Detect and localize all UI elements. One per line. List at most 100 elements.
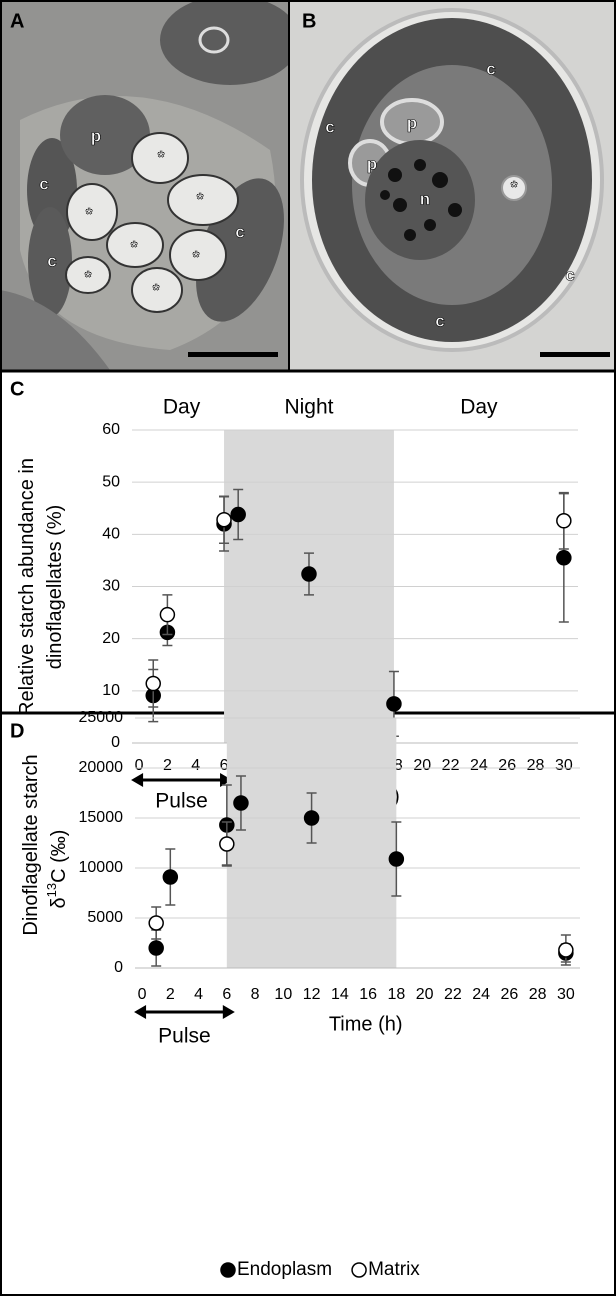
x-tick-label: 30 bbox=[557, 986, 575, 1003]
x-tick-label: 6 bbox=[222, 986, 231, 1003]
micrograph-label: c bbox=[39, 174, 48, 193]
y-label-line: Relative starch abundance in bbox=[16, 458, 38, 716]
data-point bbox=[148, 915, 164, 931]
period-label: Night bbox=[284, 396, 333, 419]
y-label-line: dinoflagellates (%) bbox=[44, 505, 66, 670]
micrograph-label: c bbox=[325, 117, 334, 136]
x-tick-label: 24 bbox=[472, 986, 490, 1003]
x-tick-label: 4 bbox=[191, 757, 200, 774]
data-point bbox=[216, 511, 232, 528]
x-tick-label: 22 bbox=[442, 757, 460, 774]
data-point bbox=[556, 550, 572, 566]
data-point bbox=[145, 675, 161, 692]
y-axis-label: Dinoflagellate starch δ13C (‰) bbox=[20, 754, 70, 935]
micrograph-label: c bbox=[486, 59, 495, 78]
y-tick-label: 10 bbox=[102, 682, 120, 699]
data-point bbox=[303, 810, 320, 826]
y-label-part: δ bbox=[48, 897, 70, 908]
data-point bbox=[219, 836, 235, 852]
micrograph-b bbox=[290, 0, 616, 370]
x-tick-label: 24 bbox=[470, 757, 488, 774]
x-tick-label: 4 bbox=[194, 986, 203, 1003]
pulse-label: Pulse bbox=[155, 790, 208, 813]
y-label-part: C (‰) bbox=[48, 830, 70, 883]
panel-letter: C bbox=[10, 378, 24, 400]
x-tick-label: 12 bbox=[303, 986, 321, 1003]
x-tick-label: 26 bbox=[500, 986, 518, 1003]
legend-label: Endoplasm bbox=[237, 1259, 332, 1280]
x-tick-label: 28 bbox=[529, 986, 547, 1003]
period-label: Day bbox=[163, 396, 201, 419]
micrograph-label: c bbox=[565, 265, 574, 284]
data-point bbox=[162, 869, 179, 885]
micrograph-a bbox=[0, 0, 300, 370]
micrograph-label: p bbox=[91, 126, 101, 145]
y-tick-label: 60 bbox=[102, 421, 120, 438]
micrograph-label: * bbox=[158, 147, 165, 166]
x-tick-label: 0 bbox=[135, 757, 144, 774]
micrograph-label: * bbox=[193, 247, 200, 266]
legend-label: Matrix bbox=[368, 1259, 420, 1280]
micrograph-label: * bbox=[85, 267, 92, 286]
y-tick-label: 30 bbox=[102, 578, 120, 595]
x-tick-label: 30 bbox=[555, 757, 573, 774]
x-axis-label: Time (h) bbox=[329, 1013, 403, 1035]
micrograph-label: * bbox=[86, 204, 93, 223]
data-point bbox=[301, 566, 317, 582]
micrograph-label: * bbox=[131, 237, 138, 256]
micrograph-label: n bbox=[420, 189, 430, 208]
x-tick-label: 16 bbox=[359, 986, 377, 1003]
micrograph-label: c bbox=[47, 251, 56, 270]
legend-marker bbox=[220, 1262, 236, 1278]
legend-marker bbox=[351, 1262, 367, 1278]
x-tick-label: 6 bbox=[220, 757, 229, 774]
y-tick-label: 0 bbox=[111, 734, 120, 751]
micrograph-label: c bbox=[235, 222, 244, 241]
data-point bbox=[386, 696, 402, 712]
y-tick-label: 5000 bbox=[87, 909, 123, 926]
x-tick-label: 8 bbox=[251, 986, 260, 1003]
x-tick-label: 10 bbox=[274, 986, 292, 1003]
x-tick-label: 20 bbox=[416, 986, 434, 1003]
y-label-sup: 13 bbox=[44, 883, 59, 897]
y-tick-label: 50 bbox=[102, 473, 120, 490]
x-tick-label: 2 bbox=[163, 757, 172, 774]
micrograph-label: p bbox=[367, 154, 377, 173]
micrograph-label: * bbox=[197, 189, 204, 208]
panel-letter: A bbox=[10, 10, 24, 32]
data-point bbox=[556, 513, 572, 529]
data-point bbox=[388, 851, 405, 867]
x-tick-label: 22 bbox=[444, 986, 462, 1003]
data-point bbox=[159, 606, 176, 623]
x-tick-label: 26 bbox=[498, 757, 516, 774]
micrograph-label: * bbox=[511, 177, 518, 196]
arrow-head bbox=[134, 1005, 235, 1019]
x-tick-label: 14 bbox=[331, 986, 349, 1003]
micrograph-label: * bbox=[153, 280, 160, 299]
y-tick-label: 15000 bbox=[79, 809, 124, 826]
x-tick-label: 18 bbox=[387, 986, 405, 1003]
panel-letter: B bbox=[302, 10, 316, 32]
data-point bbox=[230, 506, 246, 523]
y-tick-label: 20 bbox=[102, 630, 120, 647]
x-tick-label: 28 bbox=[527, 757, 545, 774]
y-tick-label: 10000 bbox=[79, 859, 124, 876]
y-tick-label: 20000 bbox=[79, 759, 124, 776]
micrograph-label: c bbox=[435, 311, 444, 330]
x-tick-label: 2 bbox=[166, 986, 175, 1003]
y-tick-label: 40 bbox=[102, 526, 120, 543]
pulse-label: Pulse bbox=[158, 1025, 211, 1048]
data-point bbox=[558, 942, 574, 958]
y-tick-label: 0 bbox=[114, 959, 123, 976]
panel-letter: D bbox=[10, 720, 24, 742]
x-tick-label: 0 bbox=[138, 986, 147, 1003]
micrograph-label: p bbox=[407, 113, 417, 132]
y-axis-label: Relative starch abundance in dinoflagella… bbox=[16, 458, 66, 716]
y-label-line: Dinoflagellate starch bbox=[20, 754, 42, 935]
y-tick-label: 25000 bbox=[79, 709, 124, 726]
x-tick-label: 20 bbox=[413, 757, 431, 774]
data-point bbox=[148, 940, 164, 956]
data-point bbox=[233, 795, 249, 811]
